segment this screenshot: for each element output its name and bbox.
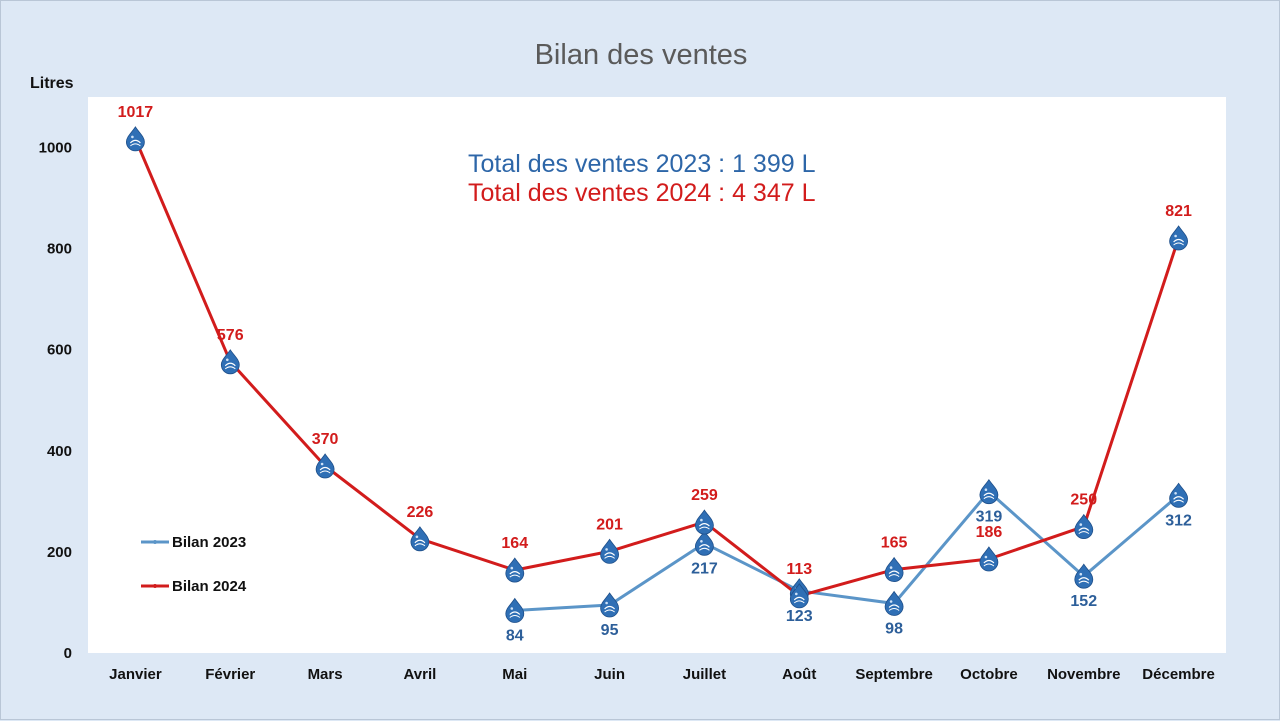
water-drop-icon bbox=[1169, 225, 1188, 251]
water-drop-icon bbox=[220, 349, 240, 375]
water-drop-icon bbox=[600, 592, 619, 618]
water-drop-icon bbox=[979, 478, 999, 505]
y-tick-label: 800 bbox=[47, 241, 72, 258]
x-tick-label: Août bbox=[782, 666, 816, 683]
y-tick-label: 600 bbox=[47, 342, 72, 359]
water-drop-icon bbox=[1169, 482, 1188, 508]
data-label-2023: 84 bbox=[506, 628, 524, 645]
legend-label-2023: Bilan 2023 bbox=[172, 534, 246, 551]
x-tick-label: Novembre bbox=[1047, 666, 1120, 683]
water-drop-icon bbox=[1074, 563, 1094, 589]
chart-title: Bilan des ventes bbox=[535, 39, 748, 71]
legend-item-2024: Bilan 2024 bbox=[141, 578, 247, 595]
water-drop-icon bbox=[125, 126, 145, 152]
x-tick-label: Juillet bbox=[683, 666, 726, 683]
total-2024-annotation: Total des ventes 2024 : 4 347 L bbox=[468, 179, 816, 207]
data-label-2023: 152 bbox=[1070, 593, 1097, 610]
water-drop-icon bbox=[505, 557, 525, 583]
x-tick-label: Février bbox=[205, 666, 255, 683]
y-axis-ticks: 0 200 400 600 800 1000 bbox=[39, 140, 72, 663]
water-drop-icon bbox=[979, 546, 999, 572]
x-tick-label: Décembre bbox=[1142, 666, 1215, 683]
data-labels: 84 95 217 123 98 319 152 312 1017 576 370 226 164 201… bbox=[118, 104, 1192, 645]
y-tick-label: 0 bbox=[64, 645, 72, 662]
legend-label-2024: Bilan 2024 bbox=[172, 578, 247, 595]
x-tick-label: Octobre bbox=[960, 666, 1018, 683]
data-label-2024: 576 bbox=[217, 327, 244, 344]
legend-marker-2024 bbox=[153, 584, 157, 588]
x-tick-label: Mai bbox=[502, 666, 527, 683]
data-label-2023: 98 bbox=[885, 620, 903, 637]
data-label-2023: 217 bbox=[691, 560, 718, 577]
water-drop-icon bbox=[410, 526, 430, 552]
data-label-2024: 165 bbox=[881, 535, 908, 552]
water-drop-icon bbox=[1074, 513, 1094, 539]
data-label-2023: 319 bbox=[976, 509, 1003, 526]
data-label-2024: 1017 bbox=[118, 104, 154, 121]
water-drop-icon bbox=[315, 453, 335, 479]
data-label-2024: 186 bbox=[976, 524, 1003, 541]
data-label-2024: 201 bbox=[596, 516, 623, 533]
x-tick-label: Septembre bbox=[855, 666, 933, 683]
y-axis-unit-label: Litres bbox=[30, 75, 74, 92]
water-drop-icon bbox=[505, 597, 525, 623]
y-tick-label: 1000 bbox=[39, 140, 72, 157]
data-label-2024: 226 bbox=[407, 504, 434, 521]
y-tick-label: 400 bbox=[47, 443, 72, 460]
water-drop-icon bbox=[789, 583, 809, 609]
water-drop-icon bbox=[695, 509, 714, 535]
data-label-2023: 95 bbox=[601, 622, 619, 639]
data-label-2024: 164 bbox=[501, 535, 528, 552]
data-label-2024: 259 bbox=[691, 487, 718, 504]
series-markers bbox=[125, 126, 1188, 623]
series-line-2024 bbox=[134, 138, 1181, 598]
water-drop-icon bbox=[884, 556, 904, 582]
legend: Bilan 2023 Bilan 2024 bbox=[141, 534, 247, 595]
water-drop-icon bbox=[600, 538, 619, 564]
y-tick-label: 200 bbox=[47, 544, 72, 561]
data-label-2023: 123 bbox=[786, 608, 813, 625]
total-2023-annotation: Total des ventes 2023 : 1 399 L bbox=[468, 150, 816, 178]
data-label-2023: 312 bbox=[1165, 512, 1192, 529]
data-label-2024: 821 bbox=[1165, 203, 1192, 220]
plot-area bbox=[88, 97, 1226, 653]
series-line-2023 bbox=[514, 490, 1180, 612]
legend-item-2023: Bilan 2023 bbox=[141, 534, 246, 551]
x-tick-label: Mars bbox=[308, 666, 343, 683]
legend-marker-2023 bbox=[153, 540, 157, 544]
water-drop-icon bbox=[695, 530, 714, 556]
data-label-2024: 113 bbox=[786, 561, 812, 578]
series-lines bbox=[134, 138, 1181, 612]
x-tick-label: Avril bbox=[404, 666, 437, 683]
x-tick-label: Janvier bbox=[109, 666, 162, 683]
data-label-2024: 370 bbox=[312, 431, 339, 448]
totals-annotation: Total des ventes 2023 : 1 399 L Total de… bbox=[468, 150, 816, 207]
water-drop-icon bbox=[884, 590, 904, 616]
x-tick-label: Juin bbox=[594, 666, 625, 683]
x-axis-categories: Janvier Février Mars Avril Mai Juin Juillet Aoû… bbox=[109, 666, 1215, 683]
data-label-2024: 250 bbox=[1070, 492, 1097, 509]
